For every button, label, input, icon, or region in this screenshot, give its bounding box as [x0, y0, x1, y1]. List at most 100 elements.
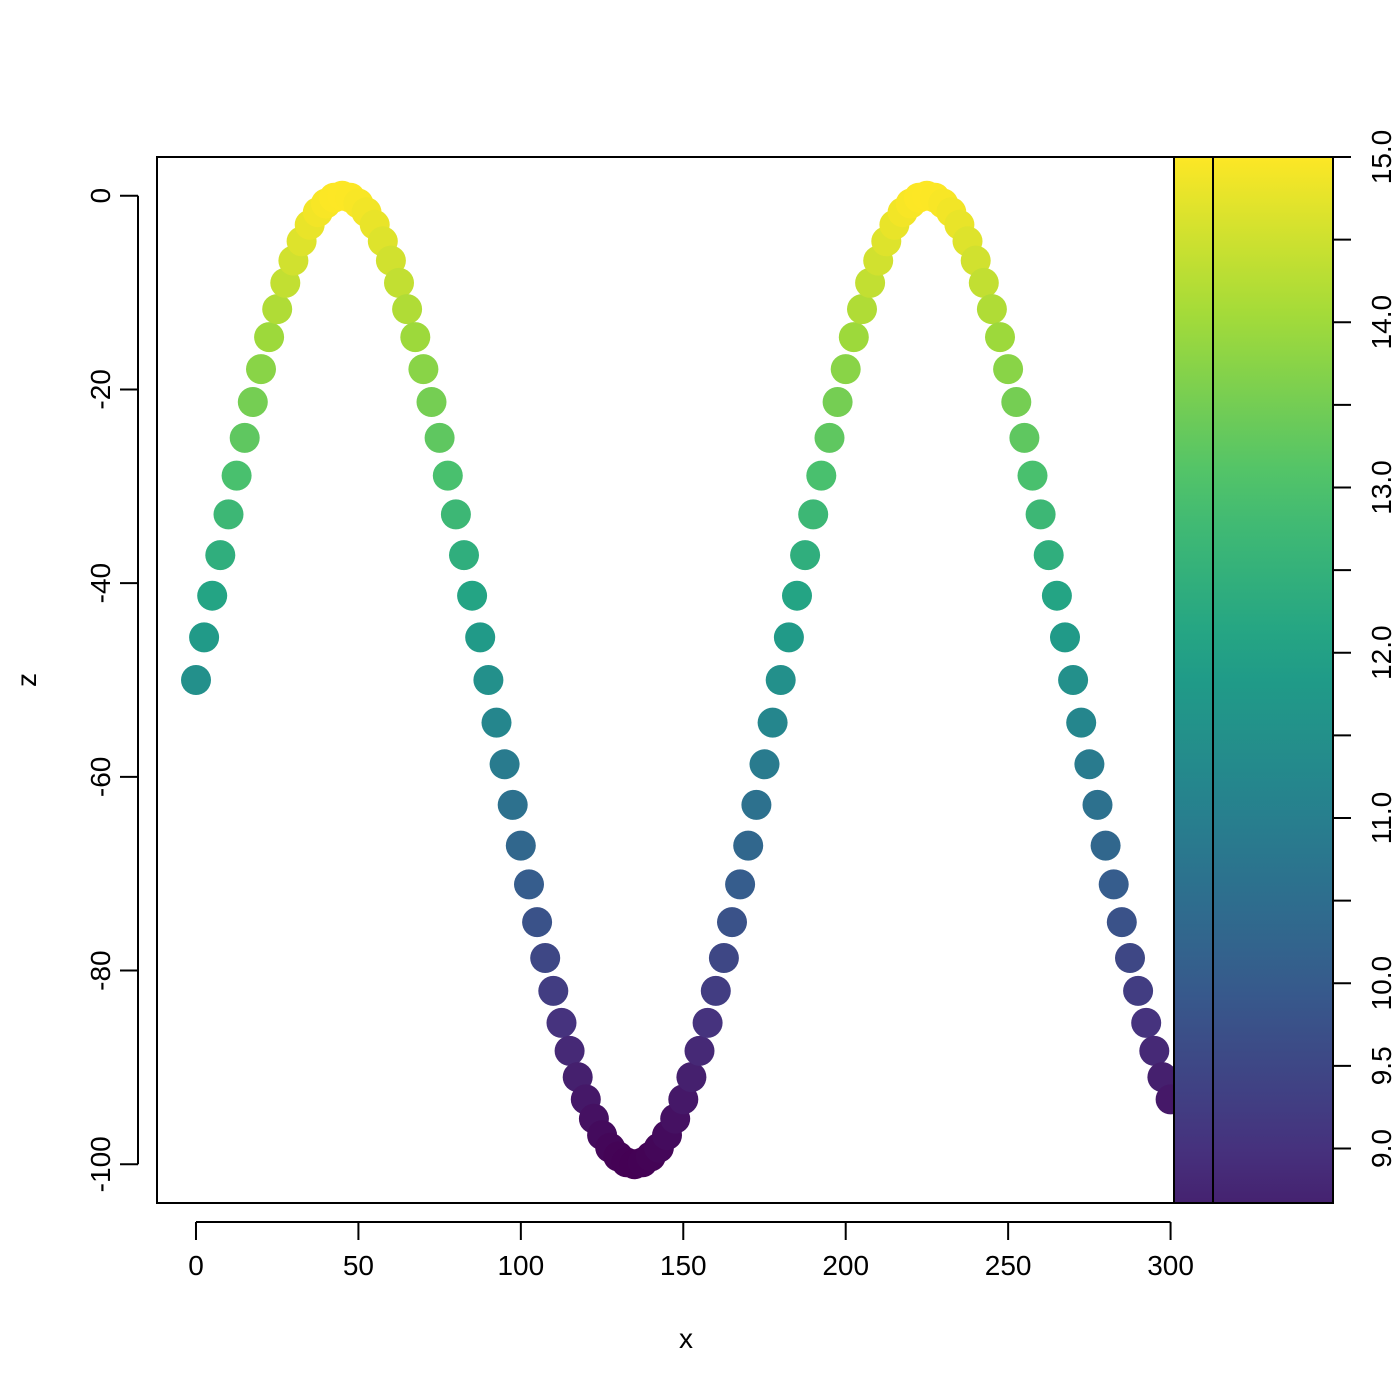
- data-point: [449, 540, 479, 571]
- data-point: [408, 354, 439, 385]
- data-point: [814, 422, 845, 453]
- data-point: [457, 580, 488, 611]
- data-point: [400, 322, 431, 353]
- data-point: [968, 267, 999, 298]
- data-point: [1123, 975, 1154, 1006]
- y-tick-label: -60: [85, 757, 116, 797]
- data-point: [554, 1035, 585, 1066]
- data-point: [514, 869, 544, 900]
- colorbar-tick-label: 9.0: [1366, 1129, 1397, 1168]
- x-axis-label: x: [679, 1323, 693, 1354]
- x-tick-label: 50: [343, 1250, 374, 1281]
- data-point: [221, 460, 252, 491]
- data-point: [246, 354, 276, 385]
- data-point: [384, 267, 414, 298]
- data-point: [489, 749, 520, 780]
- data-point: [197, 580, 228, 611]
- y-axis: 0 -20 -40 -60 -80 -100: [85, 188, 139, 1192]
- data-point: [790, 540, 821, 571]
- x-tick-label: 250: [985, 1250, 1032, 1281]
- data-point: [976, 294, 1007, 325]
- data-point: [757, 707, 788, 738]
- data-point: [708, 943, 739, 973]
- y-tick-label: 0: [85, 188, 116, 204]
- data-point: [1050, 622, 1080, 653]
- data-point: [741, 789, 772, 820]
- x-tick-label: 100: [497, 1250, 544, 1281]
- data-point: [1058, 665, 1089, 695]
- data-point: [213, 499, 244, 530]
- data-point: [1017, 460, 1048, 491]
- data-point: [985, 322, 1015, 353]
- data-point: [1098, 869, 1129, 900]
- data-point: [1041, 580, 1072, 611]
- data-point: [432, 460, 463, 491]
- colorbar-tick-label: 15.0: [1366, 130, 1397, 185]
- colorbar-tick-label: 9.5: [1366, 1046, 1397, 1085]
- x-tick-label: 300: [1147, 1250, 1194, 1281]
- data-point: [798, 499, 829, 530]
- data-point: [822, 387, 853, 417]
- data-point: [440, 499, 471, 530]
- data-point: [725, 869, 756, 900]
- colorbar: 9.0 9.5 10.0 11.0 12.0 13.0 14.0 15.0: [1173, 130, 1397, 1204]
- data-point: [782, 580, 812, 611]
- data-point: [1066, 707, 1097, 738]
- data-point: [1074, 749, 1105, 780]
- data-point: [1001, 387, 1032, 417]
- data-point: [733, 830, 764, 861]
- x-axis: 0 50 100 150 200 250 300: [188, 1221, 1194, 1281]
- x-tick-label: 0: [188, 1250, 204, 1281]
- data-point: [1033, 540, 1064, 571]
- colorbar-tick-label: 14.0: [1366, 295, 1397, 350]
- colorbar-tick-label: 12.0: [1366, 625, 1397, 680]
- data-point: [497, 789, 528, 820]
- x-tick-label: 200: [822, 1250, 869, 1281]
- data-point: [676, 1062, 707, 1093]
- data-point: [1025, 499, 1056, 530]
- data-point: [838, 322, 869, 353]
- data-point: [205, 540, 236, 571]
- data-point: [773, 622, 804, 653]
- x-tick-label: 150: [660, 1250, 707, 1281]
- colorbar-tick-label: 10.0: [1366, 956, 1397, 1011]
- data-point: [830, 354, 861, 385]
- data-point: [392, 294, 423, 325]
- data-point: [189, 622, 220, 653]
- data-point: [717, 907, 747, 938]
- data-point: [254, 322, 285, 353]
- y-tick-label: -80: [85, 950, 116, 990]
- data-point: [993, 354, 1024, 385]
- y-axis-label: z: [11, 673, 42, 687]
- data-point: [749, 749, 780, 780]
- data-point: [522, 907, 553, 938]
- y-tick-label: -20: [85, 369, 116, 409]
- data-point: [1115, 943, 1145, 973]
- data-point: [530, 943, 561, 973]
- data-point: [1106, 907, 1137, 938]
- data-point: [181, 665, 211, 695]
- data-point: [505, 830, 536, 861]
- data-point: [473, 665, 504, 695]
- data-point: [1009, 422, 1040, 453]
- colorbar-gradient: [1173, 156, 1334, 1204]
- data-point: [538, 975, 569, 1006]
- data-point: [1131, 1007, 1162, 1038]
- data-point: [684, 1035, 715, 1066]
- data-point: [465, 622, 496, 653]
- data-point: [546, 1007, 577, 1038]
- data-point: [765, 665, 796, 695]
- data-point: [481, 707, 512, 738]
- data-point: [1082, 789, 1113, 820]
- data-point: [424, 422, 455, 453]
- data-point: [237, 387, 268, 417]
- data-point: [847, 294, 877, 325]
- data-point: [229, 422, 260, 453]
- data-point: [416, 387, 447, 417]
- data-point: [700, 975, 731, 1006]
- data-point: [1090, 830, 1121, 861]
- data-point: [692, 1007, 723, 1038]
- colorbar-tick-label: 11.0: [1366, 792, 1397, 844]
- y-tick-label: -40: [85, 563, 116, 603]
- data-point: [1139, 1035, 1170, 1066]
